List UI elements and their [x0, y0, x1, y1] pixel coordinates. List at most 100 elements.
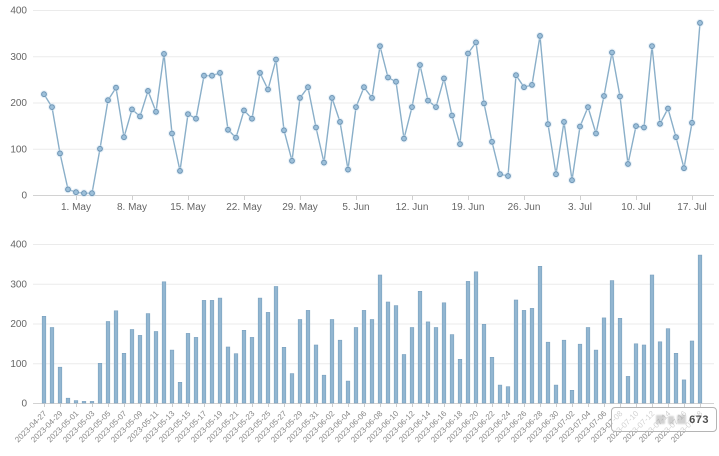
bar[interactable] — [281, 347, 287, 404]
data-point[interactable] — [465, 50, 471, 57]
data-point[interactable] — [345, 166, 351, 173]
bar[interactable] — [257, 297, 263, 404]
bar[interactable] — [457, 359, 463, 404]
data-point[interactable] — [329, 95, 335, 101]
data-point[interactable] — [249, 115, 255, 122]
bar[interactable] — [113, 310, 119, 404]
bar[interactable] — [425, 321, 431, 404]
data-point[interactable] — [673, 134, 679, 141]
data-point[interactable] — [225, 126, 231, 133]
bar[interactable] — [217, 297, 223, 404]
bar[interactable] — [65, 397, 71, 404]
data-point[interactable] — [529, 82, 535, 88]
bar[interactable] — [249, 337, 255, 404]
bars[interactable] — [41, 254, 703, 404]
data-point[interactable] — [185, 111, 191, 117]
bar[interactable] — [689, 340, 695, 404]
data-point[interactable] — [41, 91, 47, 98]
data-point[interactable] — [313, 124, 319, 131]
bar[interactable] — [577, 343, 583, 404]
data-point[interactable] — [577, 123, 583, 130]
bar[interactable] — [241, 330, 247, 404]
bar[interactable] — [121, 353, 127, 404]
data-point[interactable] — [57, 150, 63, 157]
bar[interactable] — [697, 254, 703, 404]
data-point[interactable] — [537, 33, 543, 39]
data-point[interactable] — [361, 84, 367, 91]
data-point[interactable] — [633, 123, 639, 129]
bar[interactable] — [153, 331, 159, 404]
data-point-markers[interactable] — [41, 20, 703, 197]
data-point[interactable] — [121, 134, 127, 141]
data-point[interactable] — [609, 49, 615, 56]
data-point[interactable] — [377, 43, 383, 49]
bar[interactable] — [185, 333, 191, 404]
bar[interactable] — [137, 335, 143, 404]
data-point[interactable] — [289, 157, 295, 164]
bar[interactable] — [329, 319, 335, 404]
data-point[interactable] — [89, 190, 95, 197]
data-point[interactable] — [177, 168, 183, 174]
bar[interactable] — [289, 373, 295, 404]
data-point[interactable] — [553, 171, 559, 178]
bar[interactable] — [601, 317, 607, 404]
bar[interactable] — [617, 318, 623, 404]
data-point[interactable] — [657, 120, 663, 127]
data-point[interactable] — [569, 177, 575, 184]
data-point[interactable] — [649, 43, 655, 49]
bar[interactable] — [345, 380, 351, 404]
bar[interactable] — [305, 310, 311, 404]
bar[interactable] — [513, 299, 519, 404]
bar[interactable] — [73, 400, 79, 404]
data-point[interactable] — [353, 104, 359, 110]
data-point[interactable] — [297, 95, 303, 101]
data-point[interactable] — [129, 106, 135, 113]
bar[interactable] — [489, 357, 495, 404]
data-point[interactable] — [145, 88, 151, 94]
data-point[interactable] — [617, 93, 623, 100]
data-point[interactable] — [105, 97, 111, 104]
bar[interactable] — [41, 316, 47, 404]
bar[interactable] — [529, 308, 535, 404]
data-point[interactable] — [497, 171, 503, 178]
bar[interactable] — [353, 327, 359, 404]
data-point[interactable] — [457, 141, 463, 148]
bar[interactable] — [665, 328, 671, 404]
data-point[interactable] — [561, 119, 567, 125]
data-point[interactable] — [545, 121, 551, 128]
bar[interactable] — [297, 319, 303, 404]
bar[interactable] — [505, 386, 511, 404]
data-point[interactable] — [489, 138, 495, 145]
data-point[interactable] — [73, 189, 79, 196]
bar[interactable] — [681, 379, 687, 404]
bar[interactable] — [561, 339, 567, 404]
bar[interactable] — [265, 312, 271, 404]
bar[interactable] — [161, 281, 167, 404]
data-point[interactable] — [281, 127, 287, 134]
bar[interactable] — [273, 286, 279, 404]
bar[interactable] — [609, 280, 615, 404]
data-point[interactable] — [385, 74, 391, 81]
bar[interactable] — [97, 363, 103, 404]
bar[interactable] — [321, 374, 327, 404]
data-point[interactable] — [321, 159, 327, 166]
data-point[interactable] — [161, 51, 167, 57]
bar[interactable] — [481, 324, 487, 404]
data-point[interactable] — [393, 78, 399, 85]
data-point[interactable] — [481, 100, 487, 107]
bar[interactable] — [641, 344, 647, 404]
data-point[interactable] — [681, 165, 687, 172]
bar[interactable] — [545, 341, 551, 404]
bar[interactable] — [657, 341, 663, 404]
bar[interactable] — [233, 353, 239, 404]
bar[interactable] — [433, 327, 439, 404]
bar[interactable] — [369, 319, 375, 404]
data-point[interactable] — [49, 104, 55, 110]
data-point[interactable] — [449, 112, 455, 119]
bar[interactable] — [553, 384, 559, 404]
bar[interactable] — [81, 401, 87, 404]
bar[interactable] — [673, 353, 679, 404]
data-point[interactable] — [337, 119, 343, 125]
data-point[interactable] — [409, 104, 415, 110]
bar[interactable] — [401, 354, 407, 404]
